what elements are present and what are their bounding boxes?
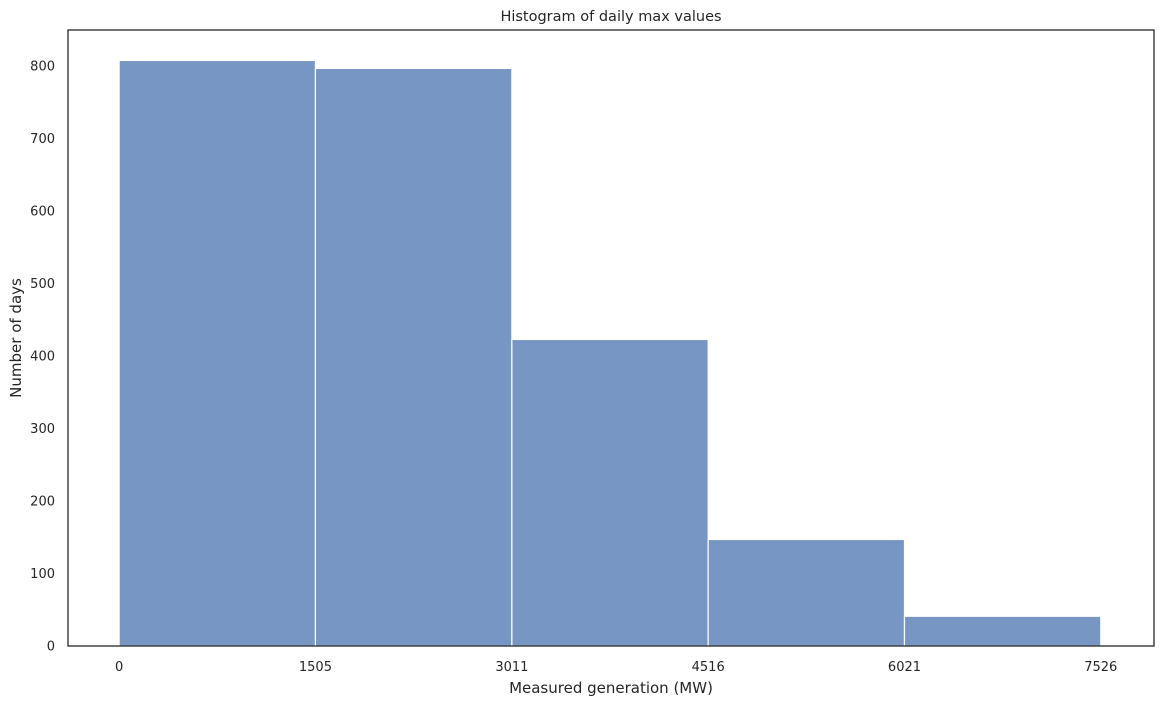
y-tick-label: 600: [30, 205, 55, 220]
bars-layer: [118, 59, 1102, 647]
x-tick-label: 3011: [495, 660, 528, 675]
x-tick-label: 7526: [1084, 660, 1117, 675]
y-axis-ticks: 0 100 200 300 400 500 600 700 800: [30, 60, 55, 655]
histogram-bar: [707, 538, 906, 647]
x-tick-label: 4516: [692, 660, 725, 675]
y-tick-label: 300: [30, 422, 55, 437]
y-axis-label: Number of days: [7, 278, 25, 398]
axes-frame: [67, 29, 1155, 647]
x-tick-label: 1505: [299, 660, 332, 675]
histogram-bar: [903, 615, 1102, 647]
y-tick-label: 700: [30, 132, 55, 147]
x-axis-label: Measured generation (MW): [509, 679, 713, 697]
histogram-bar: [511, 338, 709, 647]
y-tick-label: 0: [47, 640, 55, 655]
y-tick-label: 400: [30, 350, 55, 365]
x-tick-label: 0: [115, 660, 123, 675]
y-tick-label: 500: [30, 277, 55, 292]
chart-title: Histogram of daily max values: [500, 9, 721, 25]
histogram-bar: [118, 59, 317, 647]
x-tick-label: 6021: [888, 660, 921, 675]
y-tick-label: 200: [30, 495, 55, 510]
histogram-bar: [314, 67, 513, 647]
y-tick-label: 800: [30, 60, 55, 75]
x-axis-ticks: 0 1505 3011 4516 6021 7526: [115, 660, 1117, 675]
y-tick-label: 100: [30, 567, 55, 582]
